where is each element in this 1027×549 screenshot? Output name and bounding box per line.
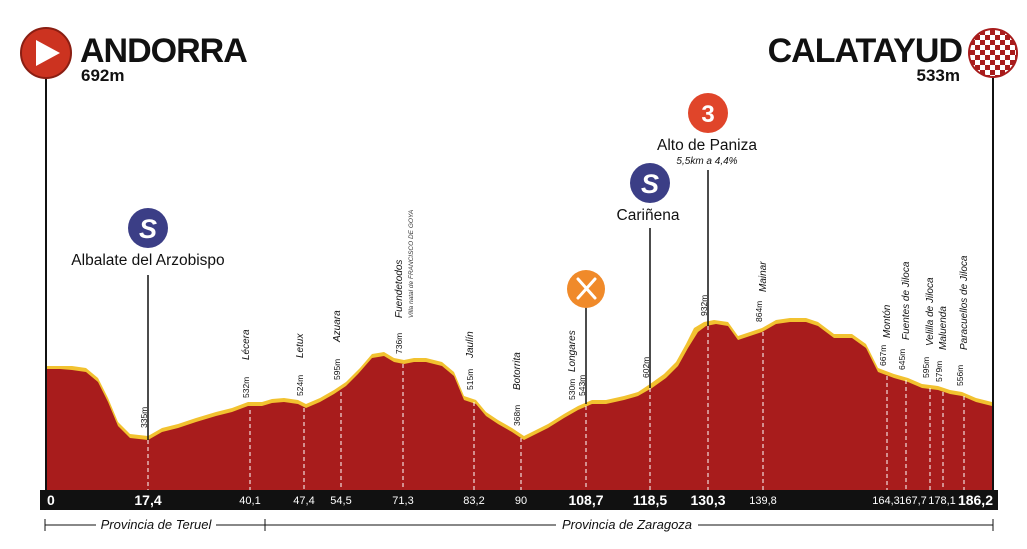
town-label: Paracuellos de Jiloca (959, 255, 970, 350)
alt-label: 595m (921, 357, 931, 378)
sprint-1-symbol: S (139, 214, 157, 244)
sprint-badge-2: S (630, 163, 670, 203)
alt-label: 932m (699, 295, 709, 316)
start-altitude: 692m (81, 66, 124, 85)
town-label: Fuendetodos (394, 260, 405, 318)
fork-knife-icon (576, 277, 597, 300)
fuendetodos-note: Villa natal de FRANCISCO DE GOYA (408, 210, 415, 318)
town-label: Azuara (332, 310, 343, 343)
km-label: 139,8 (749, 495, 777, 507)
km-label: 90 (515, 495, 527, 507)
km-label: 130,3 (690, 492, 725, 508)
alt-label: 530m (567, 379, 577, 400)
climb-category: 3 (701, 101, 714, 128)
start-city: ANDORRA (80, 32, 247, 70)
alt-label: 602m (641, 357, 651, 378)
alt-label: 515m (465, 369, 475, 390)
alt-label: 595m (332, 359, 342, 380)
finish-city: CALATAYUD (768, 32, 963, 70)
km-label: 40,1 (239, 495, 260, 507)
alt-label: 335m (139, 407, 149, 428)
km-axis-bar (40, 490, 998, 510)
province-teruel: Provincia de Teruel (101, 517, 213, 532)
km-label: 164,3 (872, 495, 900, 507)
alt-label: 645m (897, 349, 907, 370)
play-icon (36, 40, 60, 66)
profile-fill (46, 322, 992, 490)
km-labels: 0 17,4 40,1 47,4 54,5 71,3 83,2 90 108,7… (47, 492, 993, 508)
town-label: Fuentes de Jiloca (901, 261, 912, 340)
alt-label: 543m (577, 375, 587, 396)
alt-label: 532m (241, 377, 251, 398)
elevation-profile (46, 318, 992, 490)
town-label: Lécera (241, 329, 252, 360)
town-label: Montón (882, 304, 893, 338)
finish-badge (968, 28, 1018, 78)
town-label: Botorrita (512, 352, 523, 390)
finish-altitude: 533m (917, 66, 960, 85)
km-label: 186,2 (958, 492, 993, 508)
town-label: Velilla de Jiloca (925, 277, 936, 346)
town-label: Maluenda (938, 306, 949, 350)
waypoint-lines (147, 326, 965, 490)
province-zaragoza: Provincia de Zaragoza (562, 517, 692, 532)
start-badge (20, 27, 72, 79)
km-label: 71,3 (392, 495, 413, 507)
km-label: 108,7 (568, 492, 603, 508)
town-label: Mainar (758, 261, 769, 292)
km-label: 83,2 (463, 495, 484, 507)
km-label: 178,1 (928, 495, 956, 507)
town-label: Jaulín (465, 331, 476, 359)
feed-zone-badge (567, 270, 605, 308)
alt-label: 524m (295, 375, 305, 396)
sprint-2-name: Cariñena (617, 207, 680, 224)
alt-label: 368m (512, 405, 522, 426)
km-label: 47,4 (293, 495, 314, 507)
climb-badge: 3 (688, 93, 728, 133)
km-label: 167,7 (899, 495, 927, 507)
alt-label: 864m (754, 301, 764, 322)
alt-label: 579m (934, 361, 944, 382)
sprint-2-symbol: S (641, 169, 659, 199)
climb-detail: 5,5km a 4,4% (676, 156, 737, 167)
checkered-flag-icon (970, 30, 1016, 76)
province-bar: Provincia de Teruel Provincia de Zaragoz… (44, 517, 994, 532)
alt-label: 736m (394, 333, 404, 354)
km-label: 118,5 (633, 492, 667, 508)
alt-label: 556m (955, 365, 965, 386)
km-label: 54,5 (330, 495, 351, 507)
sprint-1-name: Albalate del Arzobispo (71, 252, 224, 269)
sprint-badge-1: S (128, 208, 168, 248)
town-label: Longares (567, 330, 578, 372)
alt-label: 667m (878, 345, 888, 366)
climb-name: Alto de Paniza (657, 137, 757, 154)
km-label: 17,4 (134, 492, 161, 508)
km-label: 0 (47, 492, 55, 508)
town-label: Letux (295, 333, 306, 358)
waypoint-labels: 335m 532m Lécera 524m Letux 595m Azuara … (139, 210, 970, 428)
